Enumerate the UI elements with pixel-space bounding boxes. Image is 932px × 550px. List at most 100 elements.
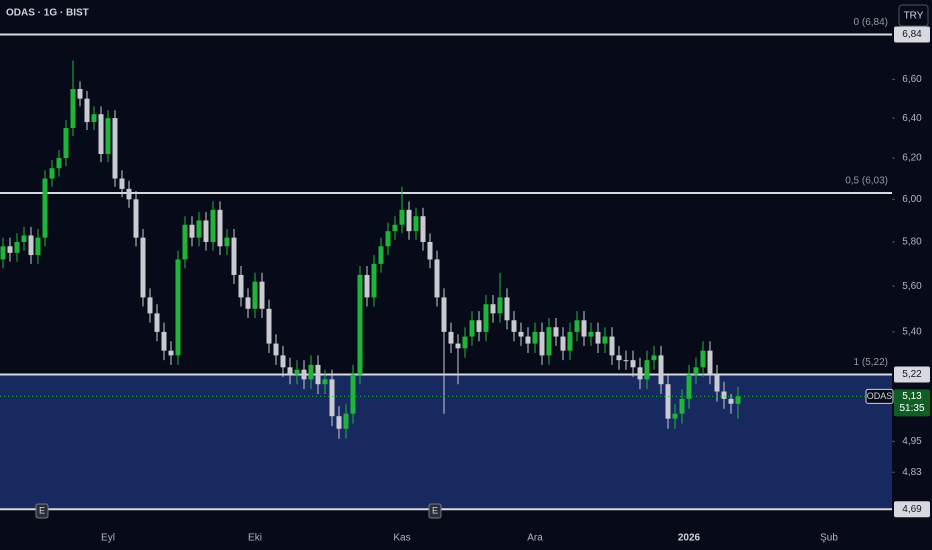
x-tick-label: Eki <box>248 533 262 544</box>
candle-body <box>161 331 167 351</box>
earnings-marker-box <box>428 503 442 519</box>
candle-body <box>700 350 706 368</box>
candle-body <box>217 209 223 247</box>
fib-label: 0,5 (6,03) <box>845 176 888 187</box>
y-tick-label: 4,83 <box>902 467 922 478</box>
candle-body <box>371 263 377 298</box>
candle-body <box>343 413 349 429</box>
currency-label[interactable]: TRY <box>904 11 924 22</box>
candle-body <box>693 367 699 375</box>
price-label: 6,84 <box>902 29 922 40</box>
candle-body <box>301 369 307 380</box>
candle-body <box>140 237 146 298</box>
candle-body <box>329 379 335 417</box>
x-tick-label: 2026 <box>678 533 701 544</box>
candle-body <box>7 246 13 253</box>
candle-body <box>679 398 685 414</box>
earnings-marker-box <box>35 503 49 519</box>
x-tick-label: Ara <box>527 533 543 544</box>
candle-body <box>581 320 587 337</box>
candle-body <box>511 320 517 332</box>
candle-body <box>735 396 741 404</box>
currency-button[interactable] <box>898 4 929 27</box>
x-tick-label: Şub <box>820 533 838 544</box>
candle-body <box>203 220 209 242</box>
candle-body <box>35 237 41 256</box>
candle-body <box>14 241 20 253</box>
candle-body <box>609 336 615 356</box>
candle-body <box>42 178 48 238</box>
candle-body <box>665 384 671 419</box>
candle-body <box>434 259 440 298</box>
candle-body <box>588 331 594 337</box>
y-tick-label: 6,20 <box>902 153 922 164</box>
candle-body <box>175 259 181 356</box>
y-tick-label: 6,00 <box>902 194 922 205</box>
candle-body <box>728 398 734 404</box>
candle-body <box>567 331 573 351</box>
last-price-label: 5,13 <box>902 391 922 402</box>
x-tick-label: Eyl <box>101 533 115 544</box>
candle-body <box>427 241 433 260</box>
candle-body <box>280 355 286 368</box>
y-tick-label: 6,40 <box>902 113 922 124</box>
price-label: 4,69 <box>902 504 922 515</box>
y-tick-label: 5,80 <box>902 237 922 248</box>
candle-body <box>357 274 363 375</box>
last-price-box <box>894 389 930 417</box>
candle-body <box>399 209 405 225</box>
fib-label: 1 (5,22) <box>854 357 888 368</box>
candle-body <box>602 336 608 344</box>
candle-body <box>392 224 398 232</box>
candle-body <box>84 98 90 123</box>
candle-body <box>266 308 272 344</box>
candle-body <box>294 369 300 375</box>
plot: 0 (6,84) 0,5 (6,03) 1 (5,22) <box>0 17 892 511</box>
candle-body <box>413 216 419 232</box>
y-tick-label: 5,40 <box>902 327 922 338</box>
candle-body <box>315 364 321 385</box>
y-tick-label: 6,60 <box>902 74 922 85</box>
candle-body <box>133 199 139 238</box>
candle-body <box>287 367 293 375</box>
candle-body <box>168 350 174 356</box>
candle-body <box>182 224 188 260</box>
candle-body <box>245 297 251 309</box>
candle-body <box>595 331 601 344</box>
candle-body <box>469 320 475 337</box>
symbol-tag: ODAS <box>867 391 893 401</box>
candle-body <box>231 237 237 275</box>
fib-label: 0 (6,84) <box>854 17 888 28</box>
candle-body <box>189 224 195 238</box>
price-label-box <box>894 26 930 43</box>
candle-body <box>259 281 265 309</box>
candle-body <box>77 88 83 99</box>
symbol-tag-box <box>865 388 894 404</box>
candle-body <box>252 281 258 309</box>
candle-body <box>497 297 503 314</box>
candle-body <box>308 364 314 380</box>
candle-body <box>546 327 552 356</box>
candle-body <box>21 235 27 242</box>
price-label-box <box>894 501 930 518</box>
candle-body <box>420 216 426 242</box>
candle-body <box>539 331 545 356</box>
candle-body <box>63 127 69 159</box>
candle-body <box>714 374 720 392</box>
candle-body <box>630 360 636 368</box>
price-label-box <box>894 366 930 383</box>
candle-body <box>686 374 692 399</box>
candle-body <box>70 88 76 128</box>
candle-body <box>518 331 524 337</box>
candle-body <box>455 343 461 349</box>
candle-body <box>532 331 538 344</box>
candle-body <box>112 118 118 179</box>
candle-body <box>49 168 55 179</box>
y-tick-label: 5,60 <box>902 281 922 292</box>
y-tick-label: 4,95 <box>902 436 922 447</box>
candle-body <box>637 367 643 380</box>
candle-body <box>441 297 447 332</box>
candle-body <box>322 379 328 385</box>
candle-body <box>385 231 391 247</box>
